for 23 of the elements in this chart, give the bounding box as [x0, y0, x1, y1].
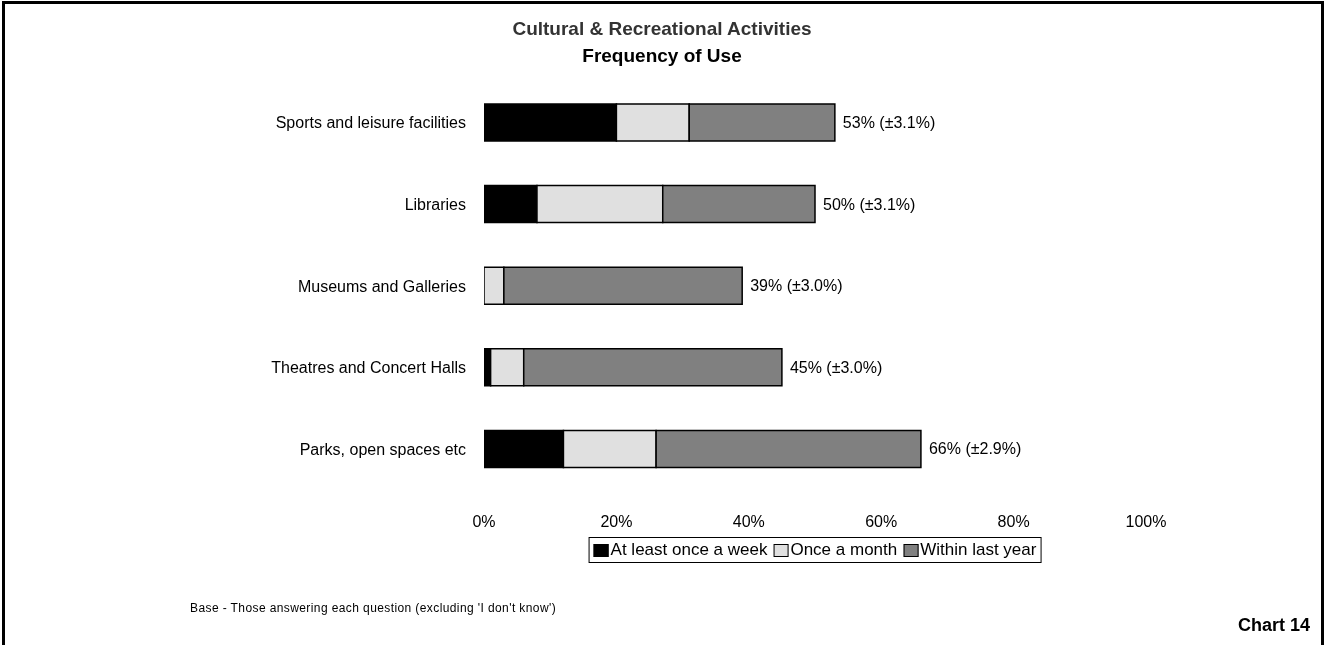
x-tick-label: 80%: [997, 513, 1030, 531]
total-label: 53% (±3.1%): [842, 114, 936, 131]
chart-title: Cultural & Recreational Activities: [511, 18, 813, 40]
y-tick-label: Libraries: [404, 196, 466, 214]
total-label: 45% (±3.0%): [789, 358, 883, 376]
x-tick-label: 0%: [472, 513, 496, 531]
legend-label: Within last year: [920, 540, 1037, 560]
text: Base - Those answering each question (excluding 'I don't know'): [190, 601, 557, 615]
total-label: 50% (±3.1%): [823, 195, 916, 213]
total-label: 66% (±2.9%): [928, 440, 1022, 458]
legend-label: Once a month: [790, 540, 898, 560]
chart-subtitle: Frequency of Use: [581, 45, 743, 67]
y-tick-label: Sports and leisure facilities: [275, 114, 466, 132]
x-tick-label: 40%: [732, 513, 765, 531]
y-tick-label: Theatres and Concert Halls: [271, 359, 466, 377]
x-tick-label: 20%: [600, 513, 633, 531]
total-label: 39% (±3.0%): [750, 277, 843, 295]
y-tick-label: Museums and Galleries: [297, 277, 466, 295]
y-tick-label: Parks, open spaces etc: [299, 440, 466, 458]
x-tick-label: 100%: [1125, 513, 1167, 531]
caption: Chart 14: [1237, 615, 1310, 636]
x-tick-label: 60%: [865, 513, 898, 531]
legend-label: At least once a week: [610, 540, 768, 560]
